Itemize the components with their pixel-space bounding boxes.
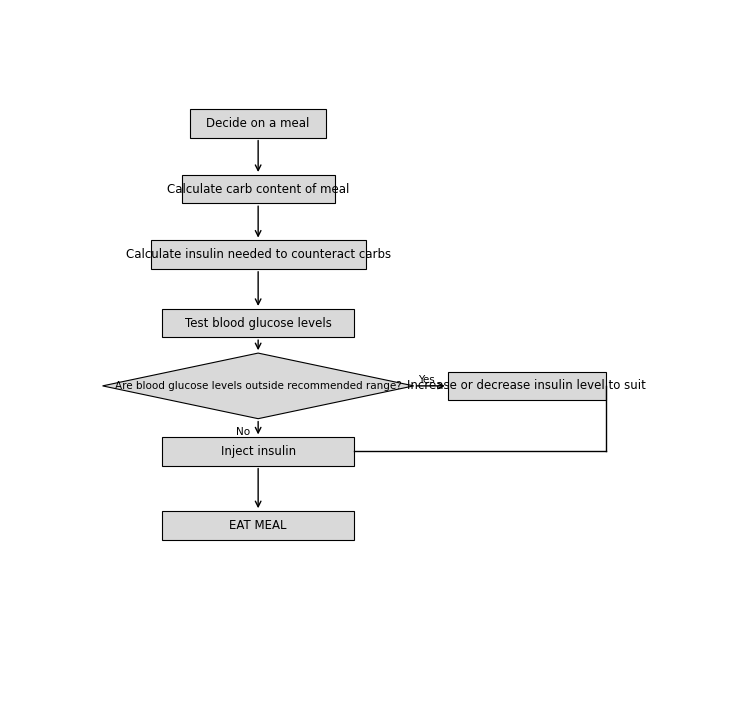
Text: Calculate carb content of meal: Calculate carb content of meal [167,182,350,195]
Text: EAT MEAL: EAT MEAL [229,519,287,532]
Text: Test blood glucose levels: Test blood glucose levels [185,317,331,329]
Bar [150,241,366,269]
Text: No: No [236,427,250,437]
Text: Are blood glucose levels outside recommended range?: Are blood glucose levels outside recomme… [115,381,402,391]
Text: Decide on a meal: Decide on a meal [207,117,310,130]
Text: Yes: Yes [418,376,435,386]
Bar [191,109,326,138]
Bar [162,437,354,466]
Polygon shape [102,353,414,419]
Bar [447,371,606,400]
Bar [162,511,354,540]
Bar [162,309,354,337]
Text: Increase or decrease insulin level to suit: Increase or decrease insulin level to su… [407,379,646,393]
Bar [182,175,334,203]
Text: Inject insulin: Inject insulin [220,445,296,458]
Text: Calculate insulin needed to counteract carbs: Calculate insulin needed to counteract c… [126,248,391,261]
